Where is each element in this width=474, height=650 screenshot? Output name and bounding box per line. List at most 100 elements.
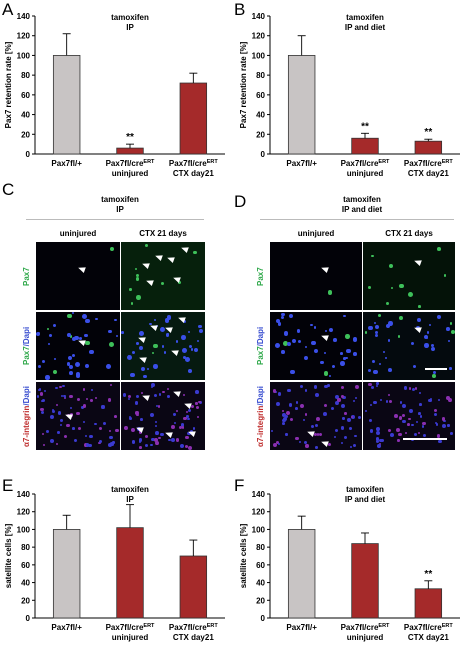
nucleus: [368, 382, 372, 387]
nucleus: [272, 389, 276, 393]
nucleus: [193, 427, 196, 430]
nucleus: [275, 319, 280, 324]
nucleus: [282, 422, 286, 425]
nucleus: [56, 403, 59, 406]
bar: [351, 137, 379, 155]
nucleus: [182, 348, 187, 353]
nucleus: [78, 426, 82, 431]
arrowhead-marker: [77, 264, 86, 273]
y-tick-label: 140: [17, 490, 31, 499]
nucleus: [411, 341, 415, 346]
nucleus: [438, 439, 442, 444]
nucleus: [145, 243, 148, 247]
nucleus: [50, 414, 55, 419]
nucleus: [138, 440, 142, 443]
nucleus: [291, 339, 296, 344]
x-tick-label: Pax7fl/creERT: [341, 623, 390, 632]
micro-column-label: CTX 21 days: [385, 229, 433, 238]
nucleus: [67, 413, 71, 417]
nucleus: [278, 442, 281, 445]
nucleus: [414, 387, 418, 391]
nucleus: [136, 342, 140, 345]
nucleus: [447, 397, 452, 402]
nucleus: [295, 436, 300, 441]
nucleus: [313, 348, 319, 353]
nucleus: [135, 273, 139, 277]
y-tick-label: 140: [17, 12, 31, 21]
nucleus: [377, 313, 382, 318]
chart-title-line1: tamoxifen: [346, 485, 384, 494]
micrograph: [121, 242, 205, 310]
nucleus: [339, 352, 343, 356]
x-tick-label-line2: CTX day21: [408, 633, 449, 642]
nucleus: [299, 384, 303, 389]
arrowhead-marker: [319, 264, 329, 273]
y-tick-label: 40: [256, 579, 265, 588]
arrowhead-marker: [141, 261, 150, 270]
x-tick-label: Pax7fl/+: [51, 623, 82, 632]
nucleus: [304, 413, 308, 416]
y-tick-label: 100: [252, 51, 266, 60]
y-tick-label: 20: [21, 596, 30, 605]
nucleus: [181, 335, 186, 340]
nucleus: [149, 323, 152, 326]
nucleus: [69, 394, 73, 399]
y-axis-label: Pax7 retention rate [%]: [4, 41, 13, 128]
nucleus: [82, 404, 87, 408]
nucleus: [371, 254, 374, 258]
arrowhead-marker: [138, 355, 148, 364]
nucleus: [84, 318, 90, 324]
nucleus: [171, 438, 175, 443]
chart-title-line2: IP: [126, 23, 134, 32]
scale-bar: [403, 438, 447, 440]
nucleus: [143, 374, 147, 378]
bar: [414, 588, 443, 619]
nucleus: [430, 343, 435, 348]
bar: [414, 140, 443, 155]
nucleus: [110, 441, 114, 445]
micro-header: tamoxifen: [343, 195, 381, 204]
nucleus: [59, 419, 63, 423]
nucleus: [152, 364, 158, 369]
x-tick-label-line2: CTX day21: [173, 633, 214, 642]
nucleus: [163, 351, 167, 354]
nucleus: [76, 411, 81, 416]
y-tick-label: 80: [21, 543, 30, 552]
chart-title-line2: IP and diet: [345, 495, 386, 504]
micro-subheader: IP and diet: [341, 205, 383, 214]
nucleus: [273, 443, 278, 448]
nucleus: [376, 385, 379, 388]
nucleus: [381, 438, 385, 443]
nucleus: [131, 350, 135, 354]
nucleus: [375, 437, 380, 441]
bar-chart-f: 0 20 40 60 80 100 120 140 satellite cells [%] tam…: [239, 485, 460, 642]
nucleus: [364, 409, 368, 413]
arrowhead-marker: [319, 438, 329, 447]
nucleus: [296, 329, 301, 333]
nucleus: [390, 287, 393, 290]
nucleus: [433, 370, 437, 374]
nucleus: [388, 321, 393, 326]
nucleus: [53, 370, 58, 375]
nucleus: [406, 423, 410, 427]
nucleus: [370, 385, 375, 390]
nucleus: [122, 392, 127, 397]
nucleus: [198, 324, 203, 329]
nucleus: [63, 434, 68, 439]
nucleus: [446, 327, 451, 331]
nucleus: [138, 430, 143, 434]
chart-title-line1: tamoxifen: [346, 13, 384, 22]
nucleus: [412, 364, 416, 369]
nucleus: [153, 393, 158, 397]
nucleus: [418, 391, 422, 395]
nucleus: [190, 404, 195, 409]
nucleus: [407, 292, 413, 298]
bar-chart-a: 0 20 40 60 80 100 120 140 Pax7 retention rate [%…: [4, 12, 225, 178]
nucleus: [283, 330, 289, 336]
x-tick-label-line2: uninjured: [347, 169, 384, 178]
nucleus: [316, 432, 320, 436]
micro-subheader: IP: [116, 205, 124, 214]
y-tick-label: 80: [21, 71, 30, 80]
nucleus: [43, 389, 47, 392]
arrowhead-marker: [145, 278, 155, 287]
